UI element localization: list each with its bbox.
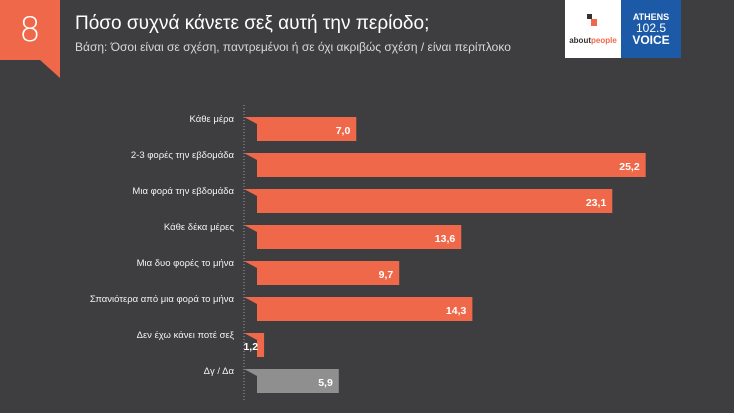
data-label: 14,3 bbox=[446, 305, 467, 317]
category-label: Κάθε μέρα bbox=[190, 114, 235, 125]
category-label: 2-3 φορές την εβδομάδα bbox=[131, 150, 235, 161]
category-label: Σπανιότερα από μια φορά το μήνα bbox=[90, 294, 235, 305]
athens-voice-logo: ATHENS 102.5 VOICE bbox=[621, 0, 681, 58]
aboutpeople-mark-icon bbox=[587, 14, 597, 26]
bar bbox=[244, 117, 357, 141]
data-label: 25,2 bbox=[619, 161, 640, 173]
category-label: Μια φορά την εβδομάδα bbox=[132, 186, 234, 197]
chart-title: Πόσο συχνά κάνετε σεξ αυτή την περίοδο; bbox=[75, 13, 430, 34]
bar bbox=[244, 225, 462, 249]
data-label: 13,6 bbox=[435, 233, 456, 245]
data-label: 1,2 bbox=[243, 341, 258, 353]
bar bbox=[244, 153, 646, 177]
data-label: 23,1 bbox=[586, 197, 607, 209]
data-label: 7,0 bbox=[336, 125, 351, 137]
bar bbox=[244, 333, 265, 357]
slide-number: 8 bbox=[0, 0, 60, 60]
aboutpeople-logo: aboutpeople bbox=[565, 0, 621, 58]
chart-subtitle: Βάση: Όσοι είναι σε σχέση, παντρεμένοι ή… bbox=[75, 40, 511, 54]
data-label: 9,7 bbox=[379, 269, 394, 281]
category-label: Δγ / Δα bbox=[204, 366, 235, 377]
bar bbox=[244, 261, 400, 285]
category-label: Δεν έχω κάνει ποτέ σεξ bbox=[137, 330, 235, 341]
data-label: 5,9 bbox=[318, 377, 333, 389]
category-label: Μια δυο φορές το μήνα bbox=[137, 258, 235, 269]
bar bbox=[244, 369, 339, 393]
bar bbox=[244, 189, 613, 213]
category-label: Κάθε δέκα μέρες bbox=[164, 222, 235, 233]
number-tail bbox=[40, 60, 60, 78]
bar bbox=[244, 297, 473, 321]
